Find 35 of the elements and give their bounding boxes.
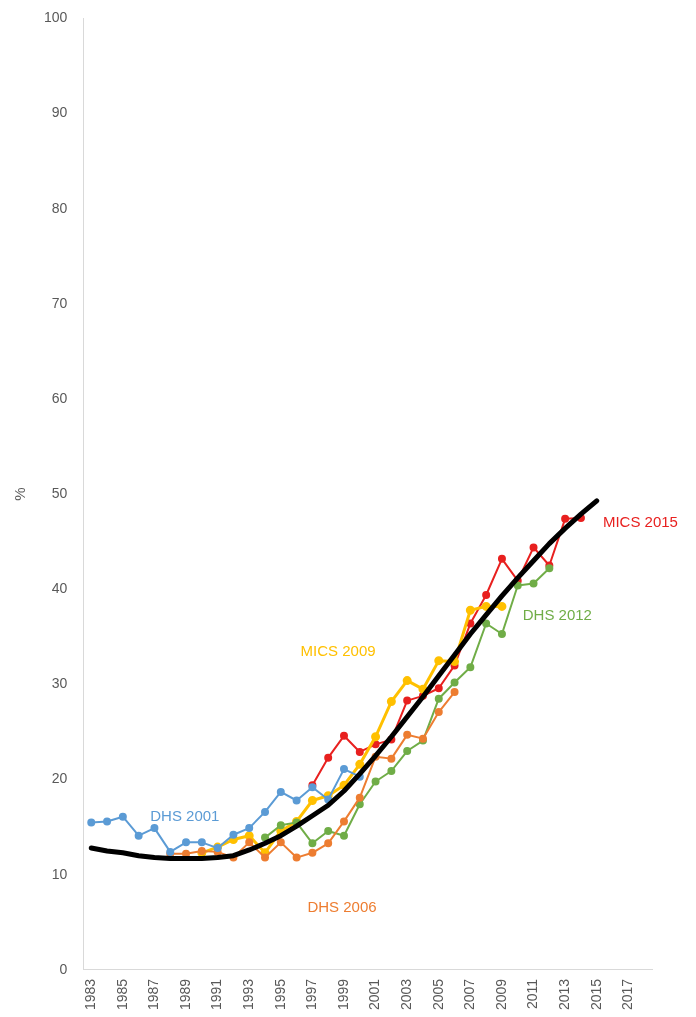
x-tick-label: 1993 [240, 978, 257, 1011]
x-tick-label: 2005 [429, 978, 446, 1011]
x-tick-label: 2007 [461, 978, 478, 1011]
x-tick-label: 2001 [366, 978, 383, 1011]
x-tick-label: 1995 [271, 978, 288, 1011]
x-tick-label: 2009 [492, 978, 509, 1011]
y-tick-label: 30 [51, 675, 68, 692]
x-tick-label: 1999 [334, 978, 351, 1011]
x-tick-label: 1985 [113, 978, 130, 1011]
x-tick-label: 2003 [398, 978, 415, 1011]
y-tick-label: 60 [51, 389, 68, 406]
y-tick-label: 0 [59, 960, 68, 977]
series-label: DHS 2001 [150, 807, 220, 825]
series-label: MICS 2015 [602, 513, 678, 531]
x-tick-label: 1991 [208, 978, 225, 1011]
x-tick-label: 2015 [587, 978, 604, 1011]
y-tick-label: 70 [51, 294, 68, 311]
text: MICS 2009 [300, 641, 376, 659]
y-tick-label: 80 [51, 199, 68, 216]
x-tick-label: 1987 [145, 978, 162, 1011]
x-tick-label: 2017 [619, 978, 636, 1011]
x-tick-label: 2011 [524, 978, 541, 1009]
y-tick-label: 40 [51, 580, 68, 597]
x-tick-label: 1989 [176, 978, 193, 1011]
y-tick-label: 20 [51, 770, 68, 787]
y-tick-label: 50 [51, 484, 68, 501]
text: DHS 2006 [307, 897, 377, 915]
y-tick-label: 90 [51, 104, 68, 121]
x-tick-label: 1983 [82, 978, 99, 1011]
x-tick-label: 2013 [555, 978, 572, 1011]
x-tick-label: 1997 [303, 978, 320, 1011]
y-axis-title: % [11, 487, 29, 501]
y-tick-label: 10 [51, 865, 68, 882]
y-tick-label: 100 [44, 9, 68, 26]
series-label: DHS 2012 [522, 605, 592, 623]
